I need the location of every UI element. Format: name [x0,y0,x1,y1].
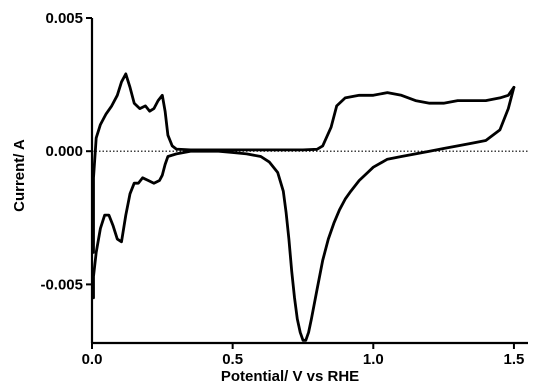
y-axis-title: Current/ A [11,139,28,212]
x-ticks-group: 0.0 0.5 1.0 1.5 [82,343,525,368]
y-ticks-group: 0.005 0.000 -0.005 [40,10,92,293]
x-tick-label: 1.5 [504,351,525,368]
x-tick-label: 0.5 [222,351,243,368]
y-tick-label: 0.005 [45,10,83,27]
cv-trace-anodic-sweep [92,72,516,254]
y-tick-label: -0.005 [40,276,83,293]
x-axis-title: Potential/ V vs RHE [221,368,359,385]
x-tick-label: 1.0 [363,351,384,368]
x-tick-label: 0.0 [82,351,103,368]
cv-trace-cathodic-sweep [92,85,516,342]
traces-group [92,72,516,342]
y-tick-label: 0.000 [45,143,83,160]
